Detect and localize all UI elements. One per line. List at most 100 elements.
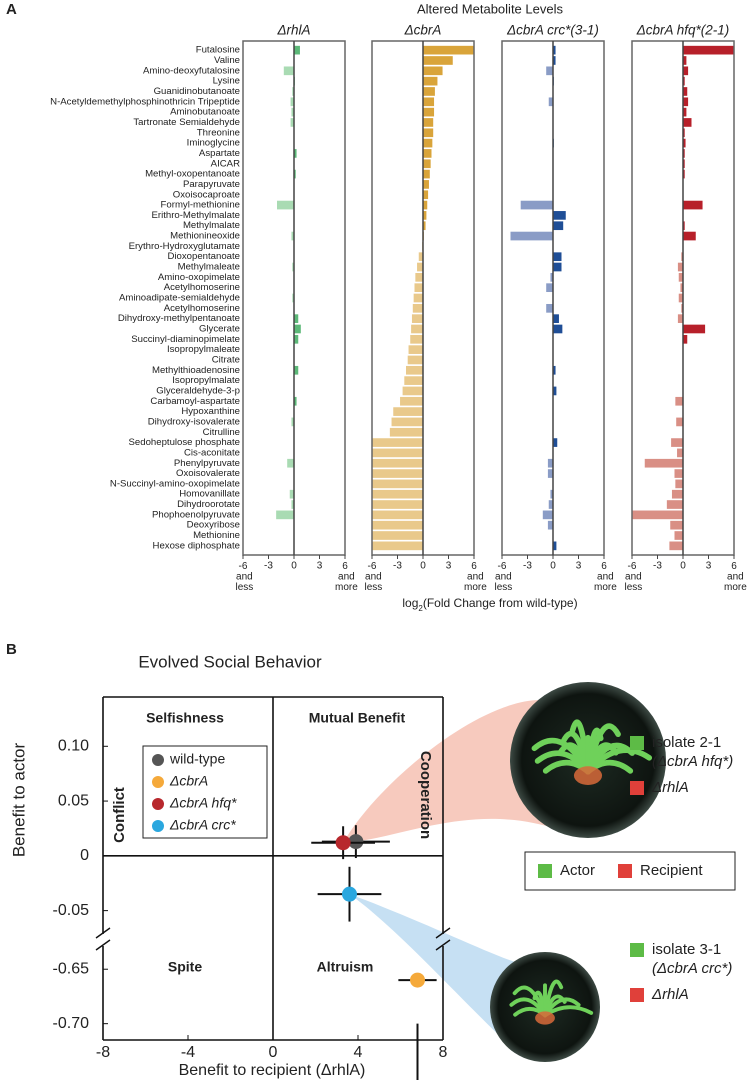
category-label: Methionine — [193, 530, 240, 541]
bar — [389, 427, 423, 437]
category-label: Parapyruvate — [183, 179, 240, 190]
panel-title: ΔcbrA hfq*(2-1) — [636, 23, 730, 38]
bar — [291, 231, 294, 241]
category-label: N-Succinyl-amino-oxopimelate — [110, 478, 240, 489]
bar — [546, 66, 553, 76]
category-label: Methylmaleate — [178, 262, 240, 273]
bar — [372, 531, 423, 540]
chart-title: Evolved Social Behavior — [138, 652, 322, 671]
x-tick-label: -6 and less — [362, 561, 383, 593]
bar — [546, 283, 553, 293]
legend-label: ΔcbrA — [169, 773, 208, 789]
category-label: Methionineoxide — [170, 231, 240, 242]
bar — [553, 386, 557, 396]
legend-swatch — [630, 988, 644, 1002]
bar — [292, 293, 294, 303]
bar — [290, 97, 294, 107]
bar — [291, 417, 294, 427]
bar — [423, 190, 429, 200]
category-label: Formyl-methionine — [161, 200, 240, 211]
bar — [372, 469, 423, 478]
category-label: Amino-deoxyfutalosine — [143, 65, 240, 76]
bar — [669, 541, 683, 551]
bar — [423, 149, 432, 158]
bar — [423, 45, 474, 55]
legend-marker — [152, 754, 164, 766]
bar — [678, 293, 683, 303]
x-tick-label: -6 and less — [492, 561, 513, 593]
bar — [408, 345, 423, 354]
bar — [410, 334, 423, 344]
chart-title: Altered Metabolite Levels — [417, 1, 563, 16]
legend-marker — [152, 798, 164, 810]
quadrant-label: Selfishness — [146, 710, 224, 726]
bar — [294, 169, 296, 179]
bar — [683, 159, 685, 169]
category-label: Dihydroxy-isovalerate — [148, 416, 240, 427]
category-label: Methylmalate — [183, 220, 240, 231]
x-tick-label: -3 — [264, 561, 273, 572]
category-label: Oxoisocaproate — [173, 189, 240, 200]
bar — [423, 138, 433, 148]
bar — [675, 479, 683, 489]
x-tick-label: 6 and more — [332, 561, 358, 593]
bar — [411, 324, 423, 334]
bar — [553, 252, 562, 262]
bar — [547, 469, 553, 478]
inset-label: ΔrhlA — [651, 779, 689, 796]
x-tick-label: -3 — [393, 561, 402, 572]
category-label: Succinyl-diaminopimelate — [131, 334, 240, 345]
category-label: Dihydroorotate — [177, 499, 240, 510]
panel-label: A — [6, 1, 17, 18]
bar — [683, 97, 689, 107]
bar — [415, 273, 423, 282]
bar — [414, 283, 423, 293]
x-axis-label: Benefit to recipient (ΔrhlA) — [179, 1062, 366, 1079]
panel-label: B — [6, 641, 17, 658]
category-label: Acetylhomoserine — [164, 303, 240, 314]
bar — [277, 200, 294, 210]
category-label: Erythro-Hydroxyglutamate — [129, 241, 240, 252]
category-label: Glyceraldehyde-3-p — [156, 385, 240, 396]
bar — [553, 438, 558, 447]
bar — [550, 273, 553, 282]
category-label: Guanidinobutanoate — [154, 86, 240, 97]
category-label: Citrate — [212, 354, 240, 365]
bar — [276, 510, 294, 520]
bar — [683, 169, 685, 179]
legend-swatch — [630, 736, 644, 750]
bar — [423, 169, 430, 179]
quadrant-label: Altruism — [317, 959, 374, 975]
category-label: Amino-oxopimelate — [158, 272, 240, 283]
category-label: Carbamoyl-aspartate — [150, 396, 240, 407]
category-label: Valine — [214, 55, 240, 66]
panel-title: ΔrhlA — [276, 23, 310, 38]
x-tick-label: 6 and more — [461, 561, 487, 593]
bar — [675, 396, 683, 406]
bar — [423, 56, 453, 65]
bar — [550, 489, 553, 499]
bar — [683, 107, 687, 117]
x-tick-label: -4 — [181, 1044, 195, 1061]
bar — [670, 520, 683, 530]
bar — [683, 200, 703, 210]
x-axis-label-part: log — [402, 596, 418, 610]
quadrant-label: Mutual Benefit — [309, 710, 406, 726]
category-label: Deoxyribose — [187, 520, 240, 531]
x-tick-label: 0 — [291, 561, 297, 572]
bar — [423, 66, 443, 76]
bar — [671, 489, 683, 499]
bar — [294, 334, 299, 344]
x-tick-label: 4 — [354, 1044, 363, 1061]
colony-center — [573, 766, 603, 785]
axis-break — [435, 927, 451, 939]
bar — [294, 45, 300, 55]
bar — [423, 159, 431, 169]
category-label: Futalosine — [196, 45, 240, 56]
category-label: Phophoenolpyruvate — [152, 509, 240, 520]
bar — [683, 66, 689, 76]
x-tick-label: 6 and more — [591, 561, 617, 593]
bar — [632, 510, 683, 520]
point — [348, 834, 364, 850]
